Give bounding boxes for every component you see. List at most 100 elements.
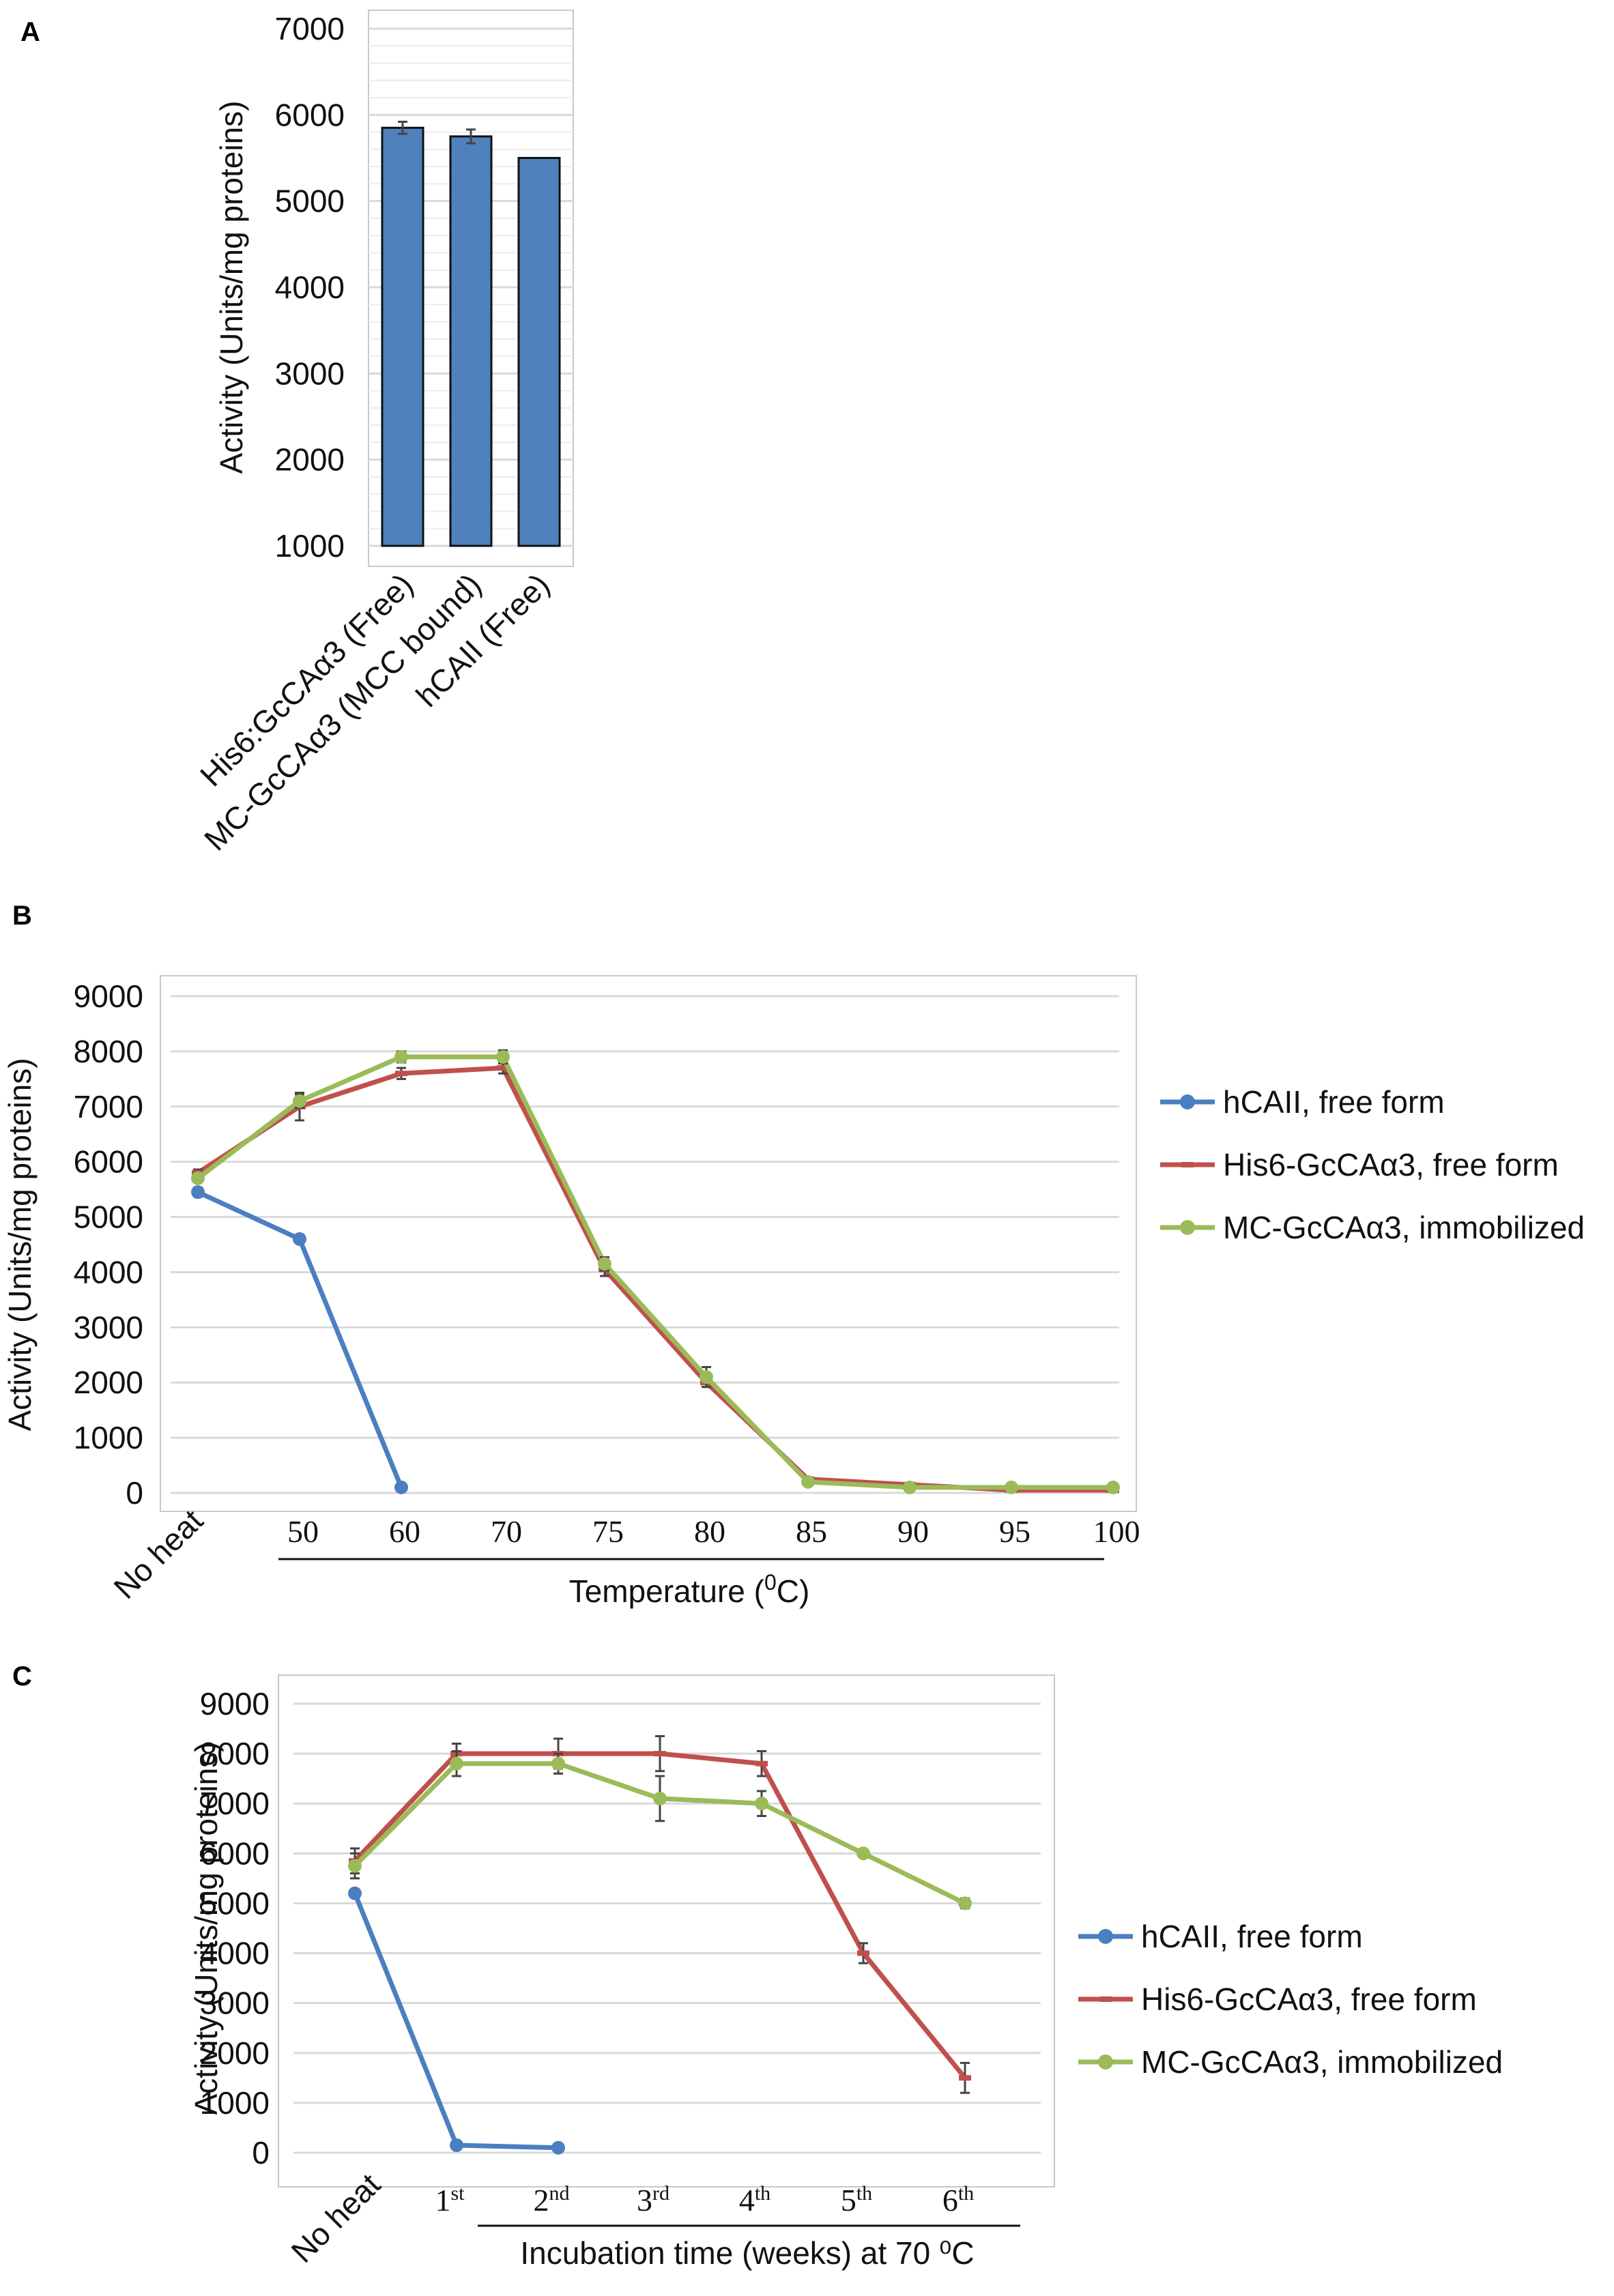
legend-swatch-marker	[1181, 1162, 1194, 1167]
y-axis-title: Activity (Units/mg proteins)	[214, 100, 249, 474]
y-tick-label: 3000	[200, 1986, 270, 2021]
data-point	[191, 1185, 205, 1200]
x-axis-title: Temperature (0C)	[569, 1570, 810, 1609]
y-tick-label: 7000	[275, 11, 345, 46]
data-point	[856, 1846, 870, 1861]
y-tick-label: 3000	[74, 1309, 143, 1345]
legend-swatch-marker	[1180, 1220, 1195, 1235]
data-point	[598, 1257, 611, 1271]
x-tick-label: 6th	[942, 2182, 974, 2218]
x-tick-label: 3rd	[637, 2182, 669, 2218]
chart-a: 1000 2000 3000 4000 5000 6000 7000 Activity (Un…	[193, 10, 574, 857]
data-point	[348, 1859, 362, 1873]
series-line	[196, 1054, 1113, 1490]
y-tick-label: 1000	[200, 2085, 270, 2121]
panel-label-a: A	[20, 17, 40, 47]
panel-label-c: C	[12, 1661, 32, 1691]
data-point	[755, 1797, 768, 1811]
legend-swatch-marker	[1098, 1929, 1113, 1944]
y-tick-label: 5000	[200, 1885, 270, 1921]
x-tick-label: 1st	[435, 2182, 465, 2218]
data-point	[653, 1791, 667, 1805]
data-point	[191, 1171, 205, 1185]
data-point	[959, 2075, 971, 2081]
plot-frame	[160, 975, 1137, 1512]
data-point	[450, 1756, 463, 1771]
bar	[381, 126, 424, 547]
data-point	[755, 1760, 768, 1767]
y-tick-label: 7000	[200, 1786, 270, 1821]
x-tick-label: 100	[1093, 1514, 1140, 1549]
x-tick-label: 75	[592, 1514, 624, 1549]
x-tick-label: 95	[999, 1514, 1031, 1549]
x-tick-label: 90	[897, 1514, 929, 1549]
y-tick-label: 8000	[74, 1034, 143, 1069]
y-tick-label: 1000	[275, 528, 345, 564]
data-point	[394, 1480, 408, 1494]
plot-frame	[278, 1674, 1055, 2188]
x-tick-label: MC-GcCAα3 (MCC bound)	[197, 566, 488, 857]
data-point	[293, 1232, 306, 1246]
x-tick-label: 80	[694, 1514, 725, 1549]
y-tick-label: 0	[126, 1475, 143, 1511]
y-axis-title: Activity (Units/mg proteins)	[2, 1058, 38, 1431]
y-axis-title: Activity (Units/mg proteins)	[188, 1741, 224, 2115]
data-point	[801, 1474, 815, 1489]
bar	[449, 135, 493, 547]
x-tick-label: 85	[796, 1514, 827, 1549]
y-tick-label: 2000	[74, 1365, 143, 1400]
data-point	[450, 2138, 463, 2153]
x-tick-label: 70	[491, 1514, 522, 1549]
data-point	[394, 1049, 408, 1064]
y-tick-label: 1000	[74, 1420, 143, 1455]
data-point	[958, 1896, 972, 1910]
y-tick-label: 2000	[200, 2035, 270, 2071]
x-tick-label: 4th	[739, 2182, 770, 2218]
y-tick-label: 7000	[74, 1089, 143, 1124]
data-point	[700, 1370, 713, 1384]
y-tick-label: 4000	[74, 1254, 143, 1290]
data-point	[551, 1756, 565, 1771]
data-point	[395, 1071, 407, 1077]
data-point	[496, 1049, 510, 1064]
y-tick-label: 9000	[200, 1686, 270, 1721]
x-tick-label: No heat	[106, 1502, 210, 1605]
y-tick-label: 0	[252, 2135, 270, 2170]
legend-label: hCAII, free form	[1223, 1084, 1445, 1120]
data-point	[857, 1950, 869, 1956]
data-point	[551, 2140, 565, 2155]
panel-label-b: B	[12, 901, 32, 931]
data-point	[1005, 1480, 1018, 1494]
y-tick-label: 5000	[275, 184, 345, 219]
legend-label: His6-GcCAα3, free form	[1223, 1147, 1559, 1182]
x-tick-label: 5th	[841, 2182, 872, 2218]
legend-label: MC-GcCAα3, immobilized	[1141, 2044, 1503, 2080]
x-tick-label: 50	[287, 1514, 319, 1549]
legend-swatch-marker	[1180, 1094, 1195, 1109]
y-tick-label: 6000	[74, 1144, 143, 1180]
legend-label: hCAII, free form	[1141, 1919, 1363, 1954]
y-tick-label: 8000	[200, 1736, 270, 1771]
y-tick-label: 4000	[200, 1936, 270, 1971]
legend-label: His6-GcCAα3, free form	[1141, 1981, 1477, 2017]
data-point	[348, 1886, 362, 1900]
y-tick-label: 2000	[275, 442, 345, 478]
chart-b: 0 1000 2000 3000 4000 5000 6000 7000 8000 9000 Act…	[2, 975, 1585, 1609]
data-point	[1106, 1480, 1120, 1494]
bar	[517, 157, 561, 547]
y-tick-label: 4000	[275, 270, 345, 305]
y-tick-label: 3000	[275, 355, 345, 391]
legend-swatch-marker	[1099, 1996, 1112, 2002]
data-point	[497, 1065, 509, 1071]
chart-c: 0 1000 2000 3000 4000 5000 6000 7000 8000 9000 Act…	[188, 1674, 1503, 2271]
y-tick-label: 6000	[275, 97, 345, 132]
data-point	[903, 1480, 917, 1494]
y-tick-label: 9000	[74, 978, 143, 1014]
y-tick-label: 5000	[74, 1200, 143, 1235]
legend-swatch-marker	[1098, 2054, 1113, 2069]
x-tick-label: 60	[389, 1514, 420, 1549]
x-axis-title: Incubation time (weeks) at 70 ⁰C	[520, 2235, 974, 2271]
y-tick-label: 6000	[200, 1835, 270, 1871]
data-point	[293, 1094, 306, 1108]
legend-label: MC-GcCAα3, immobilized	[1223, 1210, 1585, 1245]
